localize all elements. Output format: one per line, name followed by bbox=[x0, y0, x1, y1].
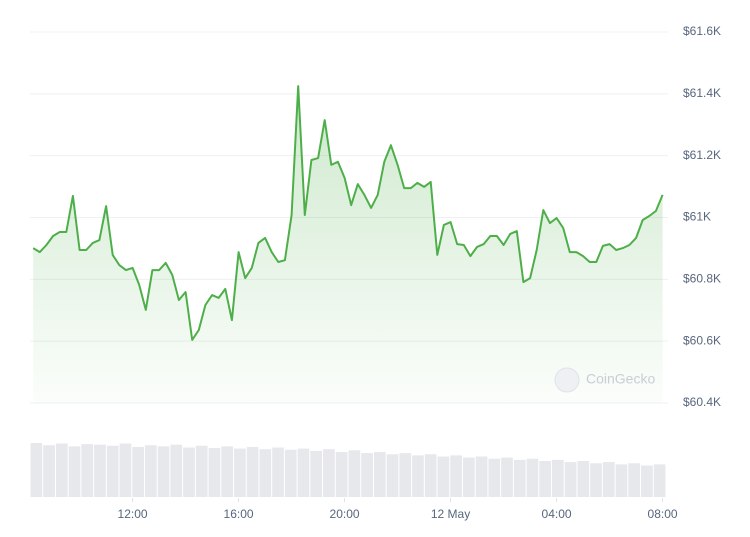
volume-bar bbox=[361, 453, 373, 497]
volume-bar bbox=[577, 461, 590, 497]
y-tick-label: $60.8K bbox=[683, 272, 721, 286]
volume-bar bbox=[144, 445, 157, 497]
volume-bar bbox=[297, 448, 310, 497]
volume-bar bbox=[157, 446, 170, 497]
y-tick-label: $60.4K bbox=[683, 395, 721, 409]
volume-bar bbox=[335, 452, 348, 497]
volume-bar bbox=[272, 447, 284, 497]
y-tick-label: $60.6K bbox=[683, 333, 721, 347]
volume-bar bbox=[183, 447, 195, 497]
x-tick-label: 20:00 bbox=[330, 507, 360, 521]
plot bbox=[30, 85, 666, 497]
volume-bar bbox=[526, 458, 539, 497]
volume-bar bbox=[641, 465, 653, 497]
axes: $60.4K $60.6K $60.8K $61K $61.2K $61.4K $61.6K… bbox=[118, 24, 722, 521]
price-line bbox=[32, 85, 664, 341]
volume-bar bbox=[437, 456, 450, 497]
volume-bar bbox=[615, 464, 628, 497]
volume-bar bbox=[412, 455, 424, 497]
volume-bar bbox=[208, 448, 221, 497]
volume-bar bbox=[94, 444, 106, 497]
volume-bar bbox=[259, 449, 272, 497]
volume-bar bbox=[170, 444, 183, 497]
volume-bar bbox=[81, 444, 94, 497]
volume-bar bbox=[450, 455, 462, 497]
volume-bar bbox=[552, 459, 564, 497]
volume-bar bbox=[119, 443, 132, 497]
volume-bar bbox=[246, 446, 259, 497]
x-tick-label: 08:00 bbox=[648, 507, 678, 521]
volume-bar bbox=[628, 463, 641, 497]
volume-bar bbox=[30, 443, 43, 497]
volume-bar bbox=[234, 448, 246, 497]
watermark-logo bbox=[554, 367, 580, 393]
volume-bar bbox=[221, 446, 234, 497]
volume-bar bbox=[399, 453, 412, 497]
volume-bar bbox=[653, 464, 666, 497]
volume-bar bbox=[386, 454, 399, 497]
volume-bar bbox=[348, 450, 361, 497]
volume-bar bbox=[590, 463, 602, 497]
x-tick-label: 12 May bbox=[431, 507, 470, 521]
volume-bar bbox=[323, 449, 335, 497]
volume-bar bbox=[501, 457, 513, 497]
x-tick-label: 04:00 bbox=[542, 507, 572, 521]
y-tick-label: $61.4K bbox=[683, 86, 721, 100]
volume-bar bbox=[310, 450, 323, 497]
x-tick-label: 16:00 bbox=[224, 507, 254, 521]
volume-bar bbox=[43, 445, 55, 497]
volume-bar bbox=[132, 446, 144, 497]
y-tick-label: $61.2K bbox=[683, 148, 721, 162]
volume-bar bbox=[488, 458, 501, 497]
watermark-text: CoinGecko bbox=[586, 371, 655, 387]
volume-bar bbox=[284, 449, 297, 497]
volume-bar bbox=[475, 456, 488, 497]
x-tick-label: 12:00 bbox=[118, 507, 148, 521]
volume-bar bbox=[373, 452, 386, 497]
y-tick-label: $61.6K bbox=[683, 24, 721, 38]
watermark: CoinGecko bbox=[554, 367, 655, 393]
volume-bar bbox=[195, 445, 208, 497]
volume-bar bbox=[68, 446, 81, 497]
volume-bar bbox=[564, 462, 577, 497]
volume-bar bbox=[602, 462, 615, 497]
price-area bbox=[33, 86, 663, 403]
volume-bar bbox=[106, 445, 119, 497]
volume-bar bbox=[424, 454, 437, 497]
volume-bar bbox=[539, 461, 552, 497]
volume-bar bbox=[55, 443, 68, 497]
volume-bar bbox=[513, 459, 526, 497]
volume-bar bbox=[462, 457, 475, 497]
y-tick-label: $61K bbox=[683, 210, 711, 224]
